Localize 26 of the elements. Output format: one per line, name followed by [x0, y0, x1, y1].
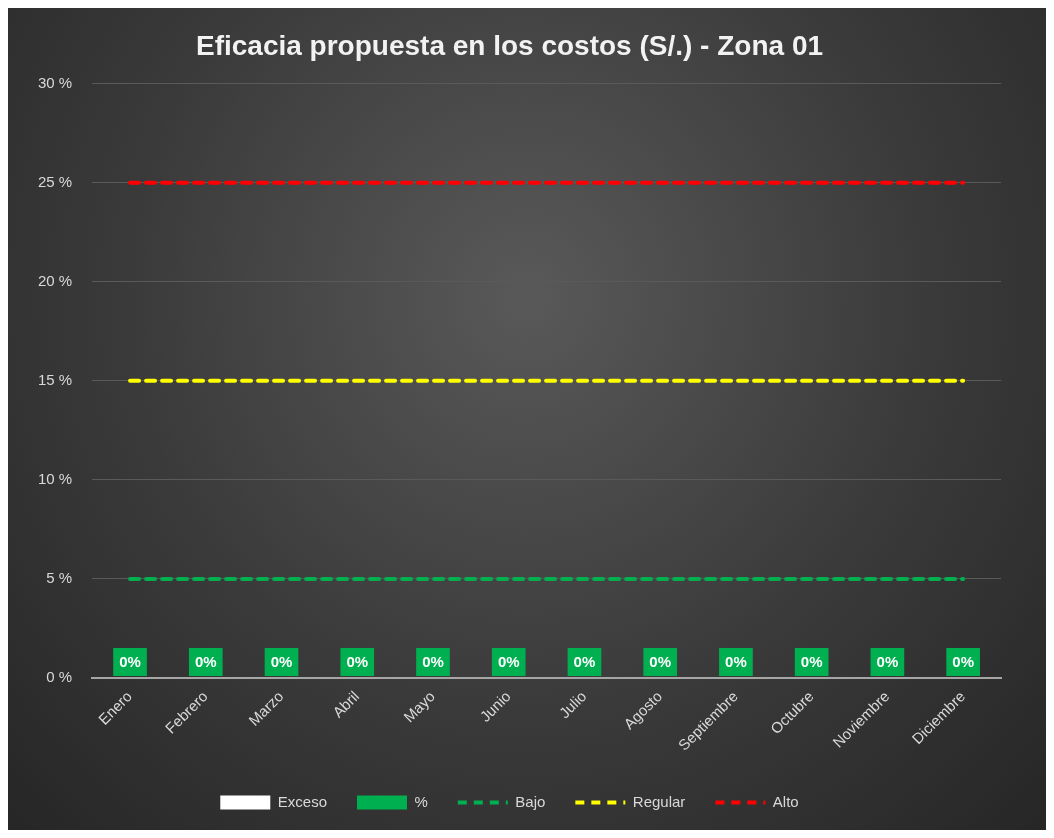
data-label: 0%	[649, 653, 672, 671]
y-tick-label: 25 %	[37, 172, 73, 190]
y-tick-label: 5 %	[46, 569, 73, 587]
data-label: 0%	[119, 653, 141, 671]
y-tick-label: 10 %	[37, 470, 73, 488]
legend-label: %	[414, 792, 428, 810]
y-tick-label: 0 %	[46, 668, 73, 686]
legend-label: Alto	[772, 792, 799, 810]
y-tick-label: 20 %	[37, 271, 73, 289]
y-tick-label: 30 %	[37, 73, 73, 91]
data-label: 0%	[346, 653, 369, 671]
data-label: 0%	[194, 653, 217, 671]
x-tick-label: Julio	[555, 687, 590, 722]
data-label: 0%	[270, 653, 293, 671]
legend-label: Bajo	[515, 792, 546, 810]
y-tick-label: 15 %	[37, 370, 73, 388]
data-label: 0%	[422, 653, 444, 671]
chart-title: Eficacia propuesta en los costos (S/.) - Zona 01	[195, 29, 824, 61]
data-label: 0%	[876, 653, 899, 671]
data-label: 0%	[800, 653, 823, 671]
legend-label: Regular	[632, 792, 686, 810]
data-label: 0%	[497, 653, 520, 671]
data-label: 0%	[952, 653, 974, 671]
legend-label: Exceso	[277, 792, 327, 810]
data-label: 0%	[725, 653, 747, 671]
data-label: 0%	[573, 653, 596, 671]
